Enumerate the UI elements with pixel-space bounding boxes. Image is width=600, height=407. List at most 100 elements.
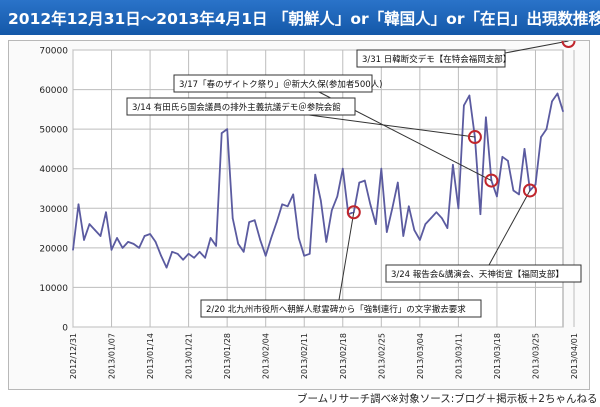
data-point [325,241,328,243]
data-point [314,173,317,176]
data-point [248,221,250,223]
data-point [171,251,173,253]
x-tick-label: 2013/03/04 [416,333,425,379]
data-point [132,243,135,245]
x-tick-label: 2013/03/25 [531,333,540,379]
data-point [270,237,273,239]
annotation-leader [308,114,475,138]
y-tick-label: 30000 [39,205,68,215]
annotation-label: 3/14 有田氏ら国会議員の排外主義抗議デモ＠参院会館 [132,102,341,113]
y-tick-label: 20000 [39,244,68,254]
data-point [99,235,102,237]
data-point [463,104,465,107]
data-point [551,100,553,103]
data-point [105,211,107,214]
data-point [204,256,206,259]
x-tick-label: 2013/02/18 [339,333,348,379]
title-bar [0,0,600,35]
x-tick-label: 2013/01/14 [146,333,155,379]
data-point [226,128,228,130]
data-point [165,266,168,269]
data-point [160,254,162,257]
data-point [143,235,146,237]
data-point [540,136,542,138]
source-credit: ブームリサーチ調べ [297,393,392,405]
data-point [308,252,311,255]
data-point [518,193,520,196]
data-point [452,163,454,166]
annotation-leader [338,212,355,301]
data-point [264,254,267,257]
data-point [375,223,377,225]
data-point [220,132,223,134]
annotation-box [385,264,582,283]
data-point [297,237,300,239]
data-point [286,205,289,208]
data-point [303,254,306,257]
data-point [149,233,151,235]
x-tick-label: 2013/02/11 [300,333,309,379]
data-point [198,251,201,253]
x-tick-label: 2013/01/21 [185,333,194,379]
data-point [479,213,482,216]
x-tick-label: 2013/01/07 [108,333,117,379]
annotation-label: 2/20 北九州市役所へ朝鮮人慰霊碑から「強制連行」の文字撤去要求 [206,304,466,315]
data-point [182,258,184,261]
data-point [391,207,394,210]
data-point [397,181,399,184]
data-point [446,227,449,229]
data-point [562,110,564,113]
data-point [468,94,471,97]
annotation-label: 3/17「春のザイトク祭り」＠新大久保(参加者500人) [179,79,382,90]
y-tick-label: 40000 [39,165,68,175]
data-point [512,189,515,192]
data-point [121,247,124,249]
data-point [435,211,438,214]
data-point [193,256,195,259]
data-point [292,193,295,196]
data-point [330,209,333,212]
data-point [242,251,245,253]
x-tick-label: 2013/02/25 [377,333,386,379]
data-point [176,252,179,255]
data-point [94,229,96,231]
annotation-label: 3/31 日韓断交デモ【在特会福岡支部】 [362,54,511,65]
data-point [441,217,443,219]
data-point [154,241,157,243]
data-point [419,239,421,241]
data-point [413,229,416,231]
data-point [275,221,278,223]
data-point [386,231,388,233]
data-point [281,203,284,206]
data-point [457,207,460,210]
data-point [138,247,140,249]
data-point [545,128,548,130]
data-point [231,217,234,219]
chart-panel: 0 10000 20000 30000 40000 50000 60000 70000 2012… [8,40,590,390]
data-point [534,183,537,186]
annotation-leader [488,190,531,266]
data-point [380,167,383,170]
data-point [116,237,118,239]
data-point [319,199,322,202]
y-tick-label: 70000 [39,47,68,57]
data-point [72,249,74,251]
data-point [556,92,559,95]
annotation-box [200,299,482,318]
data-line [72,92,564,269]
data-point [110,249,113,251]
data-point [369,203,372,206]
data-point [336,195,339,198]
y-tick-label: 0 [62,324,68,334]
x-tick-label: 2013/01/28 [223,333,232,379]
data-point [83,239,85,241]
data-point [187,252,190,255]
x-tick-label: 2013/03/11 [454,333,463,379]
x-tick-label: 2013/02/04 [262,333,271,379]
data-point [485,116,487,119]
x-tick-label: 2012/12/31 [69,333,78,379]
data-point [501,156,504,158]
line-chart: 0 10000 20000 30000 40000 50000 60000 70000 2012… [39,41,582,379]
data-point [209,237,212,239]
y-tick-label: 60000 [39,86,68,96]
